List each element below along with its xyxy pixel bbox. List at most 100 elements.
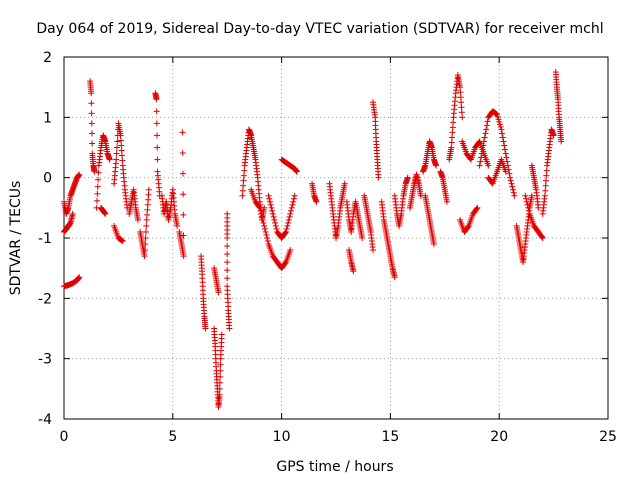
data-point (523, 198, 530, 205)
data-point (496, 118, 503, 125)
data-point (270, 213, 277, 220)
data-point (119, 238, 126, 245)
y-axis-label: SDTVAR / TECUs (8, 181, 24, 296)
data-point (119, 157, 126, 164)
data-point (217, 367, 224, 374)
data-point (483, 122, 490, 129)
data-point (465, 223, 472, 230)
data-point (263, 231, 270, 238)
data-point (283, 225, 290, 232)
data-point (143, 216, 150, 223)
data-point (499, 134, 506, 141)
data-point (501, 142, 508, 149)
data-point (341, 180, 348, 187)
data-point (217, 361, 224, 368)
data-point (391, 274, 398, 281)
data-point (480, 138, 487, 145)
data-point (118, 142, 125, 149)
data-point (113, 150, 120, 157)
data-point (153, 108, 160, 115)
data-point (478, 150, 485, 157)
data-point (119, 152, 126, 159)
data-point (509, 186, 516, 193)
data-point (449, 134, 456, 141)
data-point (76, 171, 83, 178)
data-point (375, 174, 382, 181)
data-point (216, 385, 223, 392)
data-point (543, 167, 550, 174)
data-point (502, 146, 509, 153)
data-point (88, 90, 95, 97)
data-point (488, 179, 495, 186)
data-point (498, 126, 505, 133)
data-point (492, 110, 499, 117)
data-point (510, 189, 517, 196)
data-point (478, 154, 485, 161)
data-point (113, 144, 120, 151)
data-point (94, 183, 101, 190)
data-point (482, 130, 489, 137)
data-point (142, 235, 149, 241)
data-point (450, 119, 457, 126)
data-point (443, 198, 450, 205)
data-point (481, 134, 488, 141)
data-point (285, 216, 292, 223)
data-point (508, 180, 515, 187)
data-point (525, 204, 532, 211)
data-point (289, 201, 296, 208)
data-point (202, 325, 209, 332)
data-point (457, 94, 464, 101)
data-point (350, 268, 357, 275)
data-point (102, 210, 109, 217)
data-point (271, 216, 278, 223)
data-point (269, 207, 276, 214)
data-point (144, 211, 151, 218)
data-point (264, 238, 271, 245)
data-point (154, 132, 161, 139)
data-point (224, 259, 231, 266)
data-point (239, 192, 246, 199)
data-point (153, 120, 160, 127)
data-point (145, 191, 152, 198)
data-point (145, 186, 152, 193)
x-axis-label: GPS time / hours (276, 459, 393, 475)
data-point (224, 243, 231, 250)
data-point (524, 201, 531, 208)
data-point (528, 192, 535, 199)
data-point (282, 260, 289, 267)
data-point (179, 150, 186, 157)
data-point (106, 156, 113, 163)
data-point (494, 111, 501, 118)
data-point (282, 228, 289, 235)
data-point (94, 197, 101, 204)
data-point (142, 241, 149, 248)
data-point (88, 120, 95, 127)
data-point (293, 168, 300, 175)
data-point (496, 121, 503, 128)
data-point (509, 183, 516, 190)
data-point (291, 192, 298, 199)
data-point (141, 253, 148, 260)
data-point (174, 222, 181, 229)
data-point (145, 196, 152, 203)
data-points (61, 69, 565, 410)
data-point (154, 144, 161, 151)
data-point (88, 130, 95, 137)
data-point (259, 216, 266, 223)
data-point (480, 142, 487, 149)
data-point (541, 192, 548, 199)
data-point (457, 84, 464, 91)
data-point (494, 113, 501, 120)
data-point (475, 139, 482, 146)
data-point (241, 167, 248, 174)
data-point (266, 195, 273, 202)
data-point (449, 129, 456, 136)
data-point (359, 235, 366, 241)
y-tick-label: 2 (43, 50, 52, 66)
data-point (286, 213, 293, 220)
data-point (259, 213, 266, 220)
data-point (119, 237, 126, 244)
data-point (239, 187, 246, 194)
data-point (499, 130, 506, 137)
